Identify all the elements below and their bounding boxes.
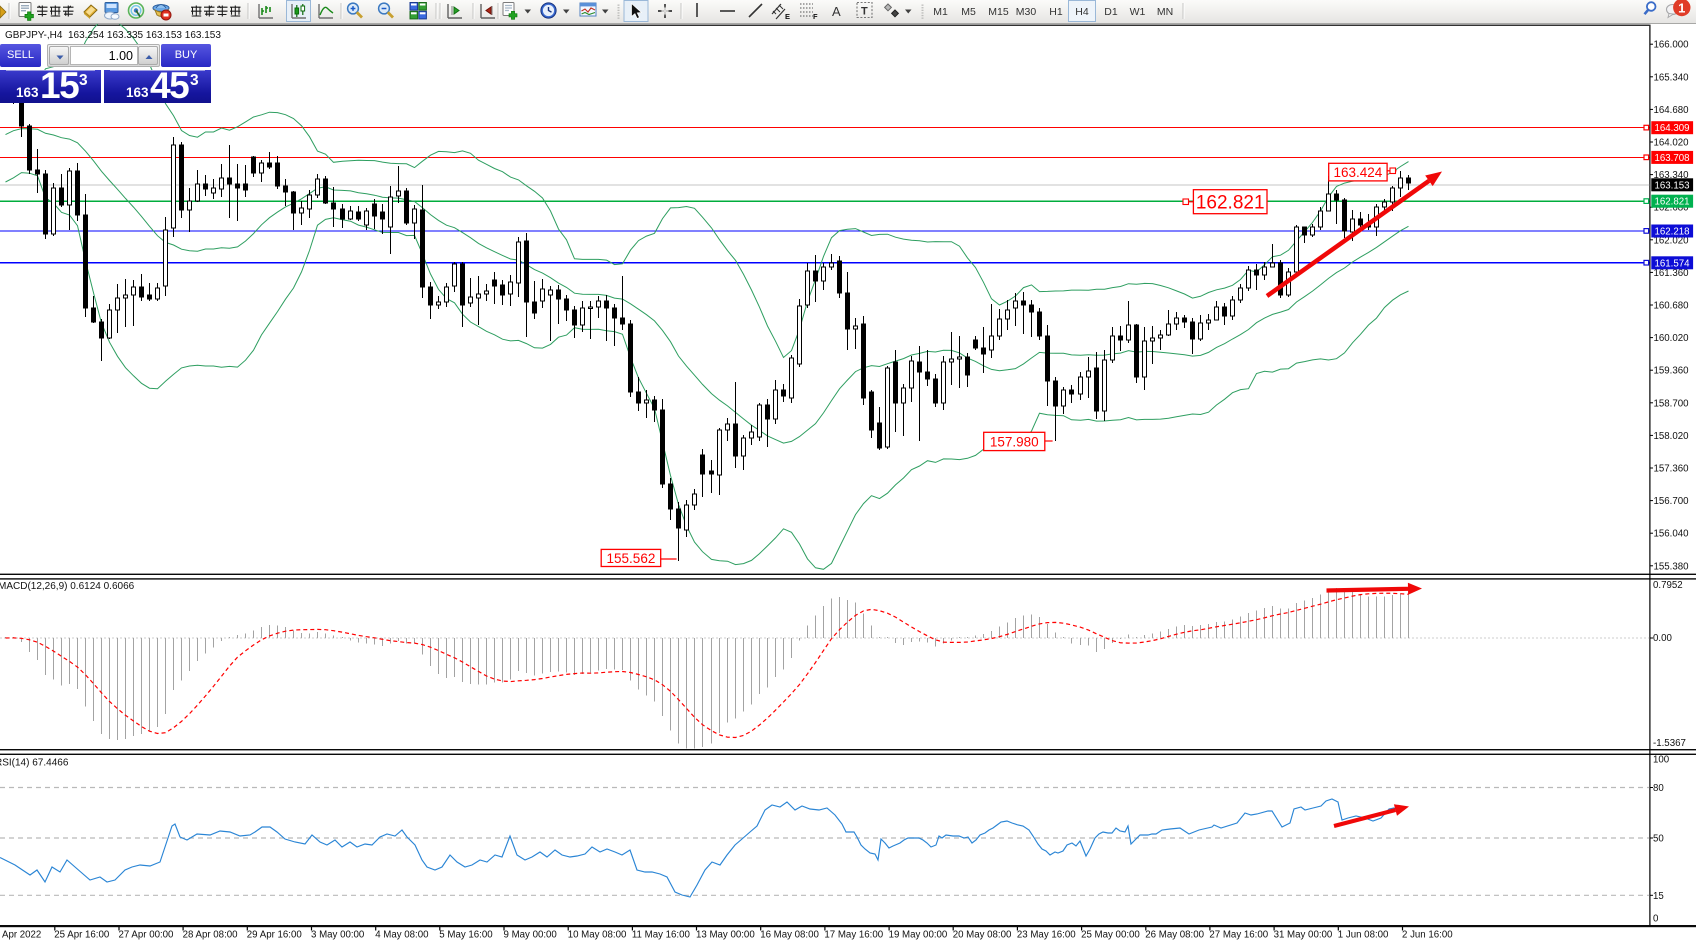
svg-text:156.700: 156.700 [1654, 496, 1690, 507]
svg-text:16 May 08:00: 16 May 08:00 [760, 930, 819, 941]
svg-text:F: F [813, 12, 818, 21]
svg-text:155.562: 155.562 [607, 551, 656, 566]
svg-text:80: 80 [1653, 783, 1664, 794]
svg-text:164.680: 164.680 [1654, 105, 1690, 116]
svg-text:M15: M15 [988, 6, 1009, 18]
svg-text:4 May 08:00: 4 May 08:00 [375, 930, 429, 941]
svg-text:31 May 00:00: 31 May 00:00 [1274, 930, 1333, 941]
svg-text:0: 0 [1653, 914, 1659, 925]
svg-text:162.821: 162.821 [1655, 197, 1690, 208]
svg-text:RSI(14) 67.4466: RSI(14) 67.4466 [0, 758, 69, 769]
svg-text:9 May 00:00: 9 May 00:00 [504, 930, 558, 941]
svg-text:157.360: 157.360 [1654, 464, 1690, 475]
svg-text:162.020: 162.020 [1654, 235, 1690, 246]
svg-text:100: 100 [1653, 755, 1670, 766]
svg-text:D1: D1 [1104, 6, 1118, 18]
svg-text:163.424: 163.424 [1333, 165, 1382, 180]
svg-text:3 May 00:00: 3 May 00:00 [311, 930, 365, 941]
svg-text:163.340: 163.340 [1654, 170, 1690, 181]
svg-text:E: E [785, 12, 790, 21]
svg-text:161.574: 161.574 [1655, 258, 1691, 269]
svg-text:17 May 16:00: 17 May 16:00 [824, 930, 883, 941]
svg-text:25 May 00:00: 25 May 00:00 [1081, 930, 1140, 941]
svg-text:T: T [861, 6, 868, 18]
svg-text:13 May 00:00: 13 May 00:00 [696, 930, 755, 941]
svg-text:M30: M30 [1016, 6, 1037, 18]
svg-text:160.020: 160.020 [1654, 333, 1690, 344]
svg-text:25 Apr 16:00: 25 Apr 16:00 [54, 930, 110, 941]
svg-text:MN: MN [1157, 6, 1173, 18]
svg-text:10 May 08:00: 10 May 08:00 [568, 930, 627, 941]
svg-text:1 Jun 08:00: 1 Jun 08:00 [1338, 930, 1389, 941]
svg-text:26 May 08:00: 26 May 08:00 [1145, 930, 1204, 941]
svg-text:163.708: 163.708 [1655, 153, 1690, 164]
svg-text:159.360: 159.360 [1654, 366, 1690, 377]
svg-text:20 May 08:00: 20 May 08:00 [953, 930, 1012, 941]
svg-text:Apr 2022: Apr 2022 [2, 930, 41, 941]
svg-text:162.680: 162.680 [1654, 203, 1690, 214]
svg-text:157.980: 157.980 [990, 434, 1039, 449]
svg-text:-1.5367: -1.5367 [1653, 738, 1686, 749]
svg-text:158.020: 158.020 [1654, 431, 1690, 442]
svg-text:160.680: 160.680 [1654, 301, 1690, 312]
svg-text:0.00: 0.00 [1653, 633, 1672, 644]
svg-text:166.000: 166.000 [1654, 40, 1690, 51]
svg-text:27 May 16:00: 27 May 16:00 [1209, 930, 1268, 941]
svg-text:29 Apr 16:00: 29 Apr 16:00 [247, 930, 303, 941]
svg-text:164.020: 164.020 [1654, 138, 1690, 149]
svg-text:155.380: 155.380 [1654, 561, 1690, 572]
svg-text:2 Jun 16:00: 2 Jun 16:00 [1402, 930, 1453, 941]
svg-text:162.821: 162.821 [1196, 193, 1265, 214]
svg-text:50: 50 [1653, 834, 1664, 845]
svg-text:5 May 16:00: 5 May 16:00 [439, 930, 493, 941]
svg-text:H4: H4 [1075, 6, 1089, 18]
svg-text:162.218: 162.218 [1655, 227, 1690, 238]
svg-text:15: 15 [1653, 891, 1664, 902]
svg-text:164.309: 164.309 [1655, 123, 1690, 134]
svg-text:19 May 00:00: 19 May 00:00 [889, 930, 948, 941]
svg-text:161.360: 161.360 [1654, 268, 1690, 279]
svg-text:156.040: 156.040 [1654, 529, 1690, 540]
svg-text:M5: M5 [961, 6, 976, 18]
svg-text:A: A [832, 4, 841, 19]
svg-text:27 Apr 00:00: 27 Apr 00:00 [119, 930, 175, 941]
svg-text:W1: W1 [1130, 6, 1146, 18]
svg-text:158.700: 158.700 [1654, 398, 1690, 409]
svg-text:11 May 16:00: 11 May 16:00 [632, 930, 691, 941]
svg-text:MACD(12,26,9) 0.6124 0.6066: MACD(12,26,9) 0.6124 0.6066 [0, 581, 135, 592]
svg-text:163.153: 163.153 [1655, 180, 1690, 191]
svg-text:1: 1 [1678, 0, 1685, 15]
svg-text:165.340: 165.340 [1654, 72, 1690, 83]
svg-text:23 May 16:00: 23 May 16:00 [1017, 930, 1076, 941]
svg-text:28 Apr 08:00: 28 Apr 08:00 [183, 930, 239, 941]
svg-text:H1: H1 [1049, 6, 1063, 18]
svg-text:0.7952: 0.7952 [1653, 580, 1683, 591]
svg-text:M1: M1 [933, 6, 948, 18]
